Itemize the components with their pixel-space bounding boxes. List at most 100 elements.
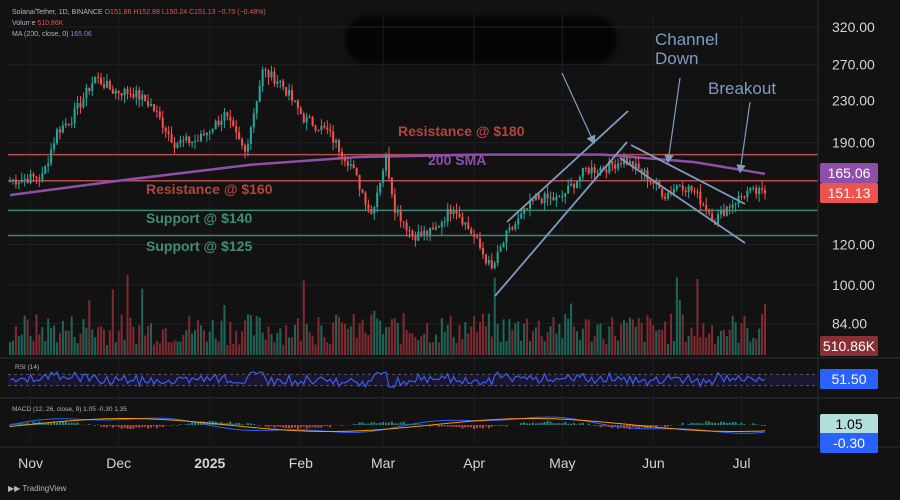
volume-bar xyxy=(455,342,458,355)
macd-hist-bar xyxy=(549,421,552,425)
candle-body xyxy=(285,86,288,96)
sma-200-line xyxy=(9,153,766,197)
volume-bar xyxy=(229,321,232,355)
volume-bar xyxy=(387,327,390,355)
volume-legend-value: 510.86K xyxy=(37,20,64,27)
candle-body xyxy=(393,194,396,213)
candle-body xyxy=(531,200,534,202)
macd-hist-bar xyxy=(111,425,114,428)
macd-hist-bar xyxy=(361,422,364,425)
volume-bar xyxy=(728,329,731,355)
volume-bar xyxy=(561,338,564,355)
volume-bar xyxy=(449,315,452,355)
volume-bar xyxy=(111,289,114,355)
candle-body xyxy=(631,161,634,168)
candle-body xyxy=(455,210,458,214)
macd-hist-bar xyxy=(473,425,476,430)
volume-bar xyxy=(332,322,335,355)
candle-body xyxy=(108,81,111,90)
macd-hist-bar xyxy=(132,425,135,429)
volume-bar xyxy=(499,341,502,355)
candle-body xyxy=(76,102,79,109)
macd-hist-bar xyxy=(505,425,508,427)
volume-bar xyxy=(434,334,437,355)
candle-body xyxy=(578,176,581,182)
candle-body xyxy=(573,183,576,189)
macd-hist-bar xyxy=(120,425,123,429)
volume-bar xyxy=(681,314,684,355)
volume-bar xyxy=(138,325,141,355)
candle-body xyxy=(540,198,543,204)
macd-hist-bar xyxy=(61,421,64,425)
ma-price-tag: 165.06 xyxy=(828,165,871,181)
macd-hist-bar xyxy=(214,421,217,425)
candle-body xyxy=(361,189,364,193)
macd-hist-bar xyxy=(279,425,282,427)
macd-hist-bar xyxy=(417,424,420,425)
x-tick-label: Dec xyxy=(106,455,131,471)
candle-body xyxy=(661,188,664,197)
volume-bar xyxy=(549,326,552,355)
macd-hist-bar xyxy=(323,425,326,427)
tradingview-logo[interactable]: ▶▶ TradingView xyxy=(8,484,66,493)
macd-hist-bar xyxy=(555,423,558,425)
volume-bar xyxy=(205,341,208,355)
candle-body xyxy=(170,133,173,143)
volume-bar xyxy=(393,318,396,355)
candle-body xyxy=(296,100,299,109)
volume-bar xyxy=(226,344,229,355)
candle-body xyxy=(464,222,467,225)
volume-bar xyxy=(734,322,737,355)
volume-bar xyxy=(120,314,123,355)
macd-hist-bar xyxy=(664,425,667,427)
volume-bar xyxy=(167,342,170,355)
candle-body xyxy=(443,221,446,223)
candle-body xyxy=(564,193,567,197)
volume-bar xyxy=(340,322,343,355)
macd-hist-bar xyxy=(437,425,440,427)
volume-bar xyxy=(408,332,411,355)
volume-bar xyxy=(755,338,758,355)
candle-body xyxy=(432,227,435,230)
volume-legend[interactable]: Volume 510.86K xyxy=(12,19,63,28)
macd-hist-bar xyxy=(578,423,581,425)
candle-body xyxy=(167,131,170,134)
candle-body xyxy=(543,193,546,204)
macd-hist-bar xyxy=(288,425,291,429)
ma-legend[interactable]: MA (200, close, 0) 165.06 xyxy=(12,30,92,39)
volume-bar xyxy=(217,341,220,355)
volume-bar xyxy=(176,341,179,355)
candle-body xyxy=(208,131,211,133)
volume-bar xyxy=(147,325,150,355)
volume-bar xyxy=(643,341,646,355)
volume-bar xyxy=(270,333,273,355)
symbol-legend[interactable]: Solana/Tether, 1D, BINANCE O151.86 H152.… xyxy=(12,8,266,17)
candle-body xyxy=(528,200,532,209)
candle-body xyxy=(53,143,56,150)
candle-body xyxy=(646,170,649,181)
macd-hist-bar xyxy=(317,425,320,428)
macd-hist-bar xyxy=(605,425,608,427)
candle-body xyxy=(402,221,405,223)
macd-hist-bar xyxy=(114,425,117,427)
candle-body xyxy=(693,190,696,192)
volume-bar xyxy=(285,325,288,355)
volume-bar xyxy=(343,323,346,355)
macd-hist-bar xyxy=(722,421,725,425)
macd-hist-bar xyxy=(467,425,470,428)
macd-hist-bar xyxy=(229,421,232,425)
candle-body xyxy=(173,142,176,148)
volume-bar xyxy=(208,331,211,355)
volume-bar xyxy=(329,344,332,355)
macd-hist-bar xyxy=(634,425,637,428)
volume-bar xyxy=(476,332,479,355)
volume-bar xyxy=(314,344,317,355)
candle-body xyxy=(481,247,485,255)
volume-bar xyxy=(675,277,678,355)
candles xyxy=(8,65,767,270)
macd-hist-bar xyxy=(502,425,505,426)
volume-bar xyxy=(420,336,423,355)
x-tick-label: Feb xyxy=(289,455,313,471)
